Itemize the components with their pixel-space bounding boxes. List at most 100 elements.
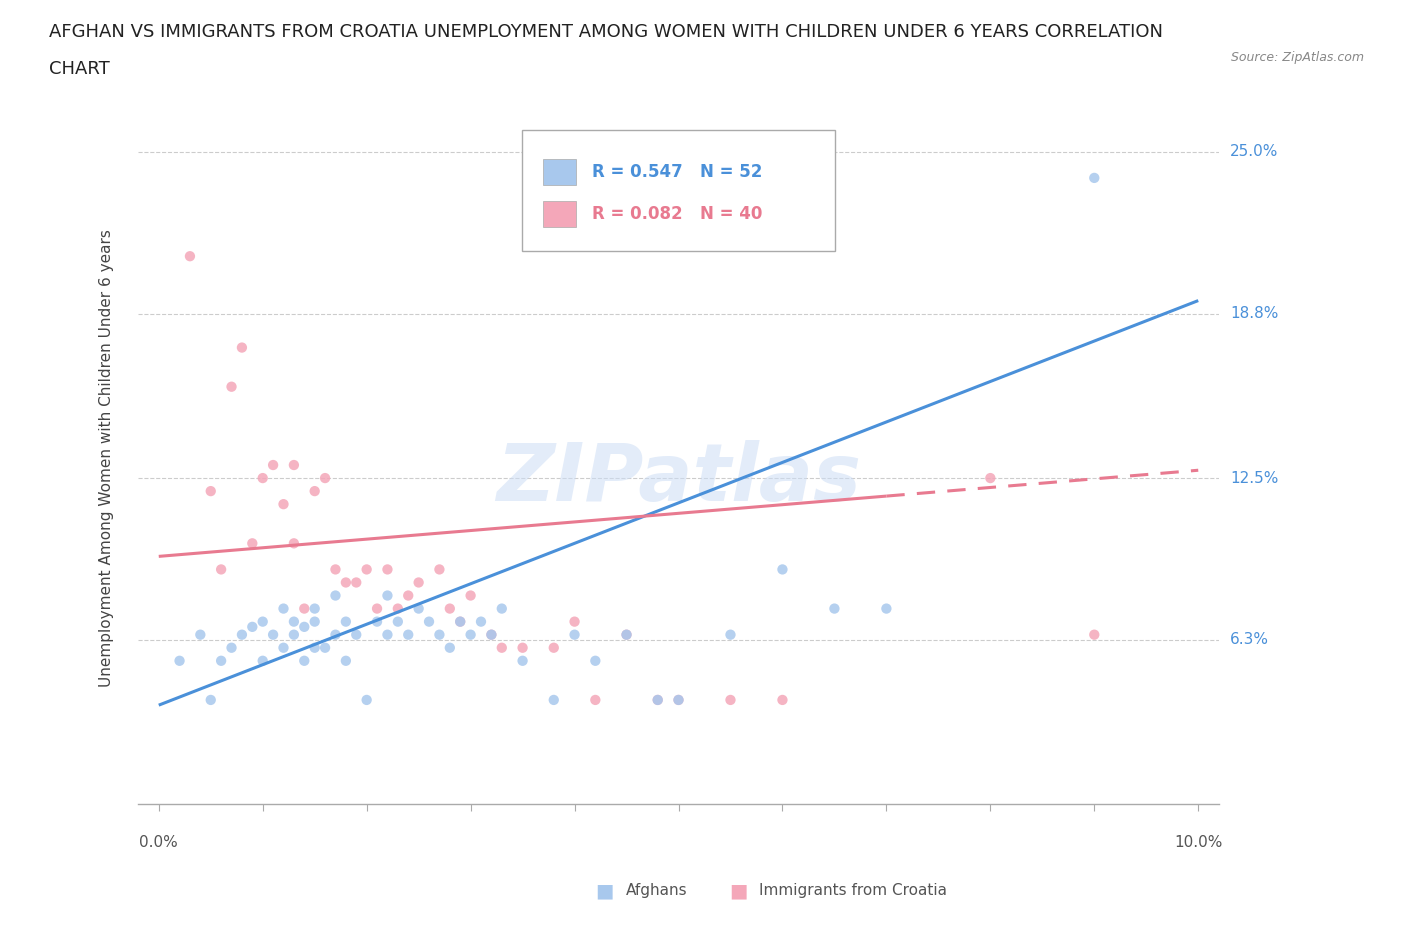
Point — [470, 614, 492, 629]
Point — [314, 471, 336, 485]
Point — [188, 627, 211, 642]
Point — [647, 693, 669, 708]
Point — [720, 627, 742, 642]
Point — [377, 588, 399, 603]
Point — [356, 562, 378, 577]
Point — [439, 601, 461, 616]
Point — [200, 693, 222, 708]
Text: R = 0.547: R = 0.547 — [592, 164, 683, 181]
Point — [325, 588, 347, 603]
Point — [262, 458, 284, 472]
Point — [583, 693, 606, 708]
Text: ■: ■ — [728, 882, 748, 900]
Point — [252, 654, 274, 669]
Point — [304, 614, 326, 629]
Point — [377, 562, 399, 577]
Point — [304, 484, 326, 498]
Text: 0.0%: 0.0% — [139, 835, 179, 850]
Point — [387, 601, 409, 616]
Point — [396, 627, 419, 642]
Point — [543, 640, 565, 655]
Point — [396, 588, 419, 603]
Point — [356, 693, 378, 708]
Point — [460, 588, 482, 603]
Point — [418, 614, 440, 629]
Point — [292, 619, 315, 634]
Point — [273, 601, 295, 616]
Point — [377, 627, 399, 642]
Point — [325, 627, 347, 642]
Text: ZIPatlas: ZIPatlas — [496, 440, 860, 518]
Point — [1083, 627, 1105, 642]
Text: 25.0%: 25.0% — [1230, 144, 1278, 159]
Point — [209, 654, 232, 669]
Point — [231, 627, 253, 642]
Point — [1083, 170, 1105, 185]
Point — [491, 640, 513, 655]
Point — [273, 497, 295, 512]
Point — [231, 340, 253, 355]
Point — [209, 562, 232, 577]
Point — [344, 627, 367, 642]
Text: 6.3%: 6.3% — [1230, 632, 1270, 647]
Point — [344, 575, 367, 590]
Point — [449, 614, 471, 629]
Point — [200, 484, 222, 498]
Point — [479, 627, 502, 642]
Text: ■: ■ — [595, 882, 614, 900]
Point — [304, 640, 326, 655]
Point — [240, 536, 263, 551]
Text: Source: ZipAtlas.com: Source: ZipAtlas.com — [1230, 51, 1364, 64]
FancyBboxPatch shape — [522, 130, 835, 251]
Point — [564, 627, 586, 642]
Point — [240, 619, 263, 634]
Point — [875, 601, 897, 616]
Text: 18.8%: 18.8% — [1230, 306, 1278, 321]
Text: AFGHAN VS IMMIGRANTS FROM CROATIA UNEMPLOYMENT AMONG WOMEN WITH CHILDREN UNDER 6: AFGHAN VS IMMIGRANTS FROM CROATIA UNEMPL… — [49, 23, 1163, 41]
Point — [283, 627, 305, 642]
Point — [583, 654, 606, 669]
Point — [408, 575, 430, 590]
Point — [668, 693, 690, 708]
Point — [179, 248, 201, 263]
Point — [283, 614, 305, 629]
Point — [387, 614, 409, 629]
Point — [252, 614, 274, 629]
Point — [439, 640, 461, 655]
Y-axis label: Unemployment Among Women with Children Under 6 years: Unemployment Among Women with Children U… — [100, 230, 114, 687]
Text: 12.5%: 12.5% — [1230, 471, 1278, 485]
Point — [647, 693, 669, 708]
Point — [252, 471, 274, 485]
Point — [479, 627, 502, 642]
Point — [564, 614, 586, 629]
Point — [325, 562, 347, 577]
Text: Afghans: Afghans — [626, 884, 688, 898]
Point — [543, 693, 565, 708]
Point — [460, 627, 482, 642]
Point — [221, 379, 243, 394]
Point — [491, 601, 513, 616]
Text: CHART: CHART — [49, 60, 110, 78]
Point — [283, 536, 305, 551]
Point — [292, 654, 315, 669]
Point — [512, 654, 534, 669]
Point — [429, 627, 451, 642]
Point — [720, 693, 742, 708]
Text: N = 52: N = 52 — [700, 164, 762, 181]
Point — [449, 614, 471, 629]
Point — [772, 693, 794, 708]
Text: Immigrants from Croatia: Immigrants from Croatia — [759, 884, 948, 898]
Point — [292, 601, 315, 616]
Point — [262, 627, 284, 642]
Point — [304, 601, 326, 616]
Point — [169, 654, 191, 669]
Point — [512, 640, 534, 655]
Point — [979, 471, 1001, 485]
Point — [335, 654, 357, 669]
Point — [823, 601, 845, 616]
Point — [273, 640, 295, 655]
Point — [221, 640, 243, 655]
Bar — [543, 201, 576, 227]
Point — [429, 562, 451, 577]
Point — [335, 575, 357, 590]
